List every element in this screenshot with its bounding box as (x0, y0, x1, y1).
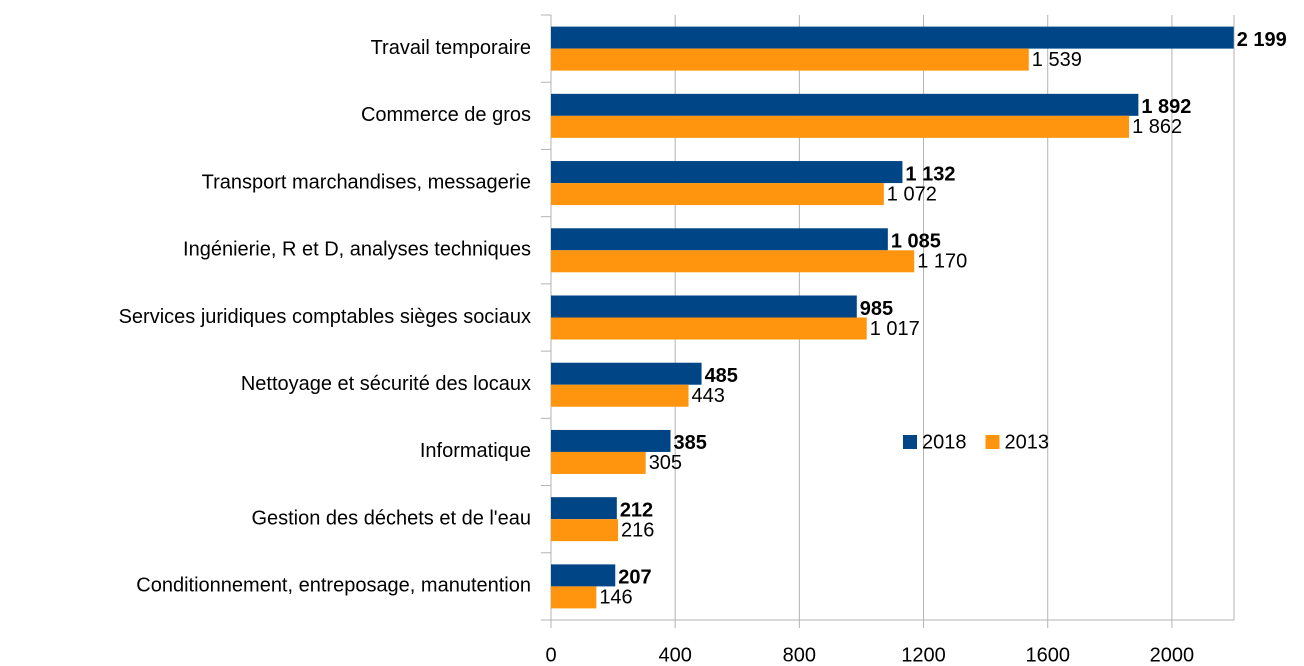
data-label: 443 (692, 385, 725, 407)
legend-swatch (985, 435, 1000, 449)
bar (551, 183, 884, 206)
bar (551, 429, 671, 452)
bar (551, 26, 1234, 49)
bar (551, 451, 646, 474)
bar (551, 497, 617, 520)
y-tick-label: Services juridiques comptables sièges so… (119, 306, 531, 328)
x-tick-label: 400 (658, 644, 691, 666)
data-label: 1 862 (1132, 116, 1182, 138)
x-tick-label: 0 (545, 644, 556, 666)
bar (551, 228, 888, 251)
legend-swatch (903, 435, 917, 449)
data-label: 385 (674, 432, 707, 454)
x-tick-label: 1600 (1025, 644, 1070, 666)
y-tick-label: Travail temporaire (371, 37, 531, 59)
x-tick-label: 1200 (901, 644, 946, 666)
data-label: 207 (618, 567, 651, 589)
bar (551, 384, 689, 407)
data-label: 305 (649, 452, 682, 474)
data-label: 2 199 (1237, 29, 1287, 51)
bar (551, 295, 857, 318)
data-label: 146 (599, 587, 632, 609)
bar (551, 48, 1029, 71)
data-label: 1 085 (891, 231, 941, 253)
y-tick-label: Commerce de gros (361, 104, 531, 126)
data-label: 985 (860, 298, 893, 320)
data-label: 1 132 (905, 163, 955, 185)
legend-label: 2018 (922, 431, 967, 453)
y-tick-label: Nettoyage et sécurité des locaux (241, 373, 531, 395)
bar (551, 317, 867, 340)
data-label: 1 072 (887, 183, 937, 205)
data-label: 1 539 (1032, 49, 1082, 71)
data-label: 485 (705, 365, 738, 387)
bar (551, 519, 619, 542)
y-tick-label: Informatique (420, 440, 531, 462)
legend-label: 2013 (1005, 431, 1050, 453)
bar (551, 161, 903, 184)
bar (551, 362, 702, 385)
bar (551, 115, 1130, 138)
bar (551, 250, 915, 273)
data-label: 1 170 (917, 251, 967, 273)
bar (551, 586, 597, 609)
bar (551, 564, 616, 587)
y-tick-label: Gestion des déchets et de l'eau (251, 507, 531, 529)
data-label: 1 017 (870, 318, 920, 340)
x-tick-label: 2000 (1150, 644, 1195, 666)
data-label: 212 (620, 499, 653, 521)
y-tick-label: Ingénierie, R et D, analyses techniques (183, 239, 531, 261)
bar (551, 93, 1139, 116)
x-tick-label: 800 (783, 644, 816, 666)
data-label: 1 892 (1141, 96, 1191, 118)
data-label: 216 (621, 519, 654, 541)
y-tick-label: Transport marchandises, messagerie (202, 171, 531, 193)
y-tick-label: Conditionnement, entreposage, manutentio… (136, 575, 531, 597)
